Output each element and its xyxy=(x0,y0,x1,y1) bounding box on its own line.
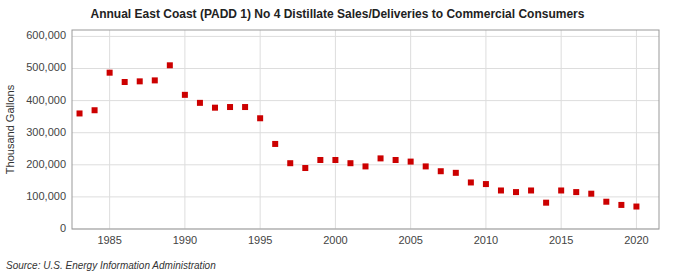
point xyxy=(528,187,534,193)
y-grid-line xyxy=(72,132,659,133)
x-tick-label: 1995 xyxy=(248,234,272,246)
point xyxy=(77,110,83,116)
point xyxy=(227,104,233,110)
point xyxy=(618,202,624,208)
point xyxy=(152,77,158,83)
x-grid-line xyxy=(410,30,411,229)
point xyxy=(272,141,278,147)
y-tick-label: 100,000 xyxy=(26,190,66,202)
x-grid-line xyxy=(109,30,110,229)
x-grid-line xyxy=(260,30,261,229)
point xyxy=(122,79,128,85)
x-tick-label: 2005 xyxy=(398,234,422,246)
point xyxy=(347,160,353,166)
point xyxy=(468,179,474,185)
point xyxy=(393,157,399,163)
point xyxy=(363,163,369,169)
point xyxy=(332,157,338,163)
point xyxy=(257,115,263,121)
y-grid-line xyxy=(72,36,659,37)
x-grid-line xyxy=(335,30,336,229)
point xyxy=(453,170,459,176)
point xyxy=(317,157,323,163)
point xyxy=(603,199,609,205)
point xyxy=(633,204,639,210)
x-grid-line xyxy=(561,30,562,229)
y-grid-line xyxy=(72,100,659,101)
point xyxy=(287,160,293,166)
point xyxy=(167,62,173,68)
point xyxy=(182,92,188,98)
point xyxy=(498,187,504,193)
x-tick-label: 2015 xyxy=(549,234,573,246)
point xyxy=(107,70,113,76)
point xyxy=(137,78,143,84)
point xyxy=(423,163,429,169)
background xyxy=(0,0,675,275)
point xyxy=(408,159,414,165)
x-tick-label: 1985 xyxy=(97,234,121,246)
point xyxy=(543,200,549,206)
y-tick-label: 600,000 xyxy=(26,29,66,41)
point xyxy=(573,189,579,195)
x-grid-line xyxy=(184,30,185,229)
point xyxy=(558,187,564,193)
point xyxy=(302,165,308,171)
x-tick-label: 2010 xyxy=(474,234,498,246)
point xyxy=(197,100,203,106)
point xyxy=(242,104,248,110)
point xyxy=(588,191,594,197)
y-grid-line xyxy=(72,196,659,197)
point xyxy=(378,155,384,161)
y-tick-label: 300,000 xyxy=(26,126,66,138)
chart-container: 0 100,000 200,000 300,000 400,000 500,000 600,… xyxy=(0,0,675,275)
x-grid-line xyxy=(636,30,637,229)
source-note: Source: U.S. Energy Information Administ… xyxy=(6,260,216,271)
chart-svg: 0 100,000 200,000 300,000 400,000 500,000 600,… xyxy=(0,0,675,275)
x-tick-label: 1990 xyxy=(173,234,197,246)
grid xyxy=(72,30,659,229)
x-grid-line xyxy=(485,30,486,229)
plot-frame xyxy=(72,30,659,229)
point xyxy=(212,105,218,111)
title: Annual East Coast (PADD 1) No 4 Distilla… xyxy=(91,7,585,21)
points xyxy=(77,62,640,209)
point xyxy=(483,181,489,187)
y-tick-label: 400,000 xyxy=(26,94,66,106)
x-tick-label: 2000 xyxy=(323,234,347,246)
y-axis-label: Thousand Gallons xyxy=(4,84,16,174)
point xyxy=(513,189,519,195)
y-tick-label: 0 xyxy=(60,222,66,234)
y-grid-line xyxy=(72,68,659,69)
y-tick-label: 200,000 xyxy=(26,158,66,170)
point xyxy=(92,107,98,113)
axes: 0 100,000 200,000 300,000 400,000 500,000 600,… xyxy=(26,29,659,246)
point xyxy=(438,168,444,174)
x-tick-label: 2020 xyxy=(624,234,648,246)
y-tick-label: 500,000 xyxy=(26,61,66,73)
